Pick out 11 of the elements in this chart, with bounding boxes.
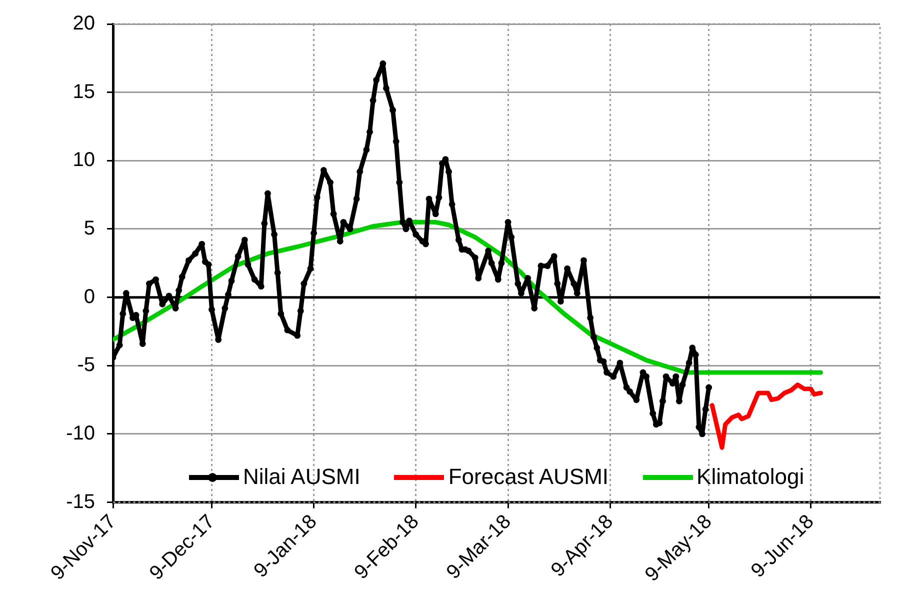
legend-label: Nilai AUSMI bbox=[243, 464, 360, 490]
legend-label: Forecast AUSMI bbox=[448, 464, 609, 490]
legend-label: Klimatologi bbox=[696, 464, 804, 490]
y-tick-label: 15 bbox=[72, 80, 95, 103]
y-tick-label: -5 bbox=[77, 354, 95, 376]
y-tick-label: 20 bbox=[72, 12, 95, 35]
y-tick-label: 10 bbox=[72, 149, 95, 172]
y-tick-label: 5 bbox=[84, 218, 95, 240]
y-tick-label: -15 bbox=[66, 490, 95, 513]
y-tick-label: 0 bbox=[84, 286, 95, 308]
y-tick-label: -10 bbox=[66, 422, 95, 444]
